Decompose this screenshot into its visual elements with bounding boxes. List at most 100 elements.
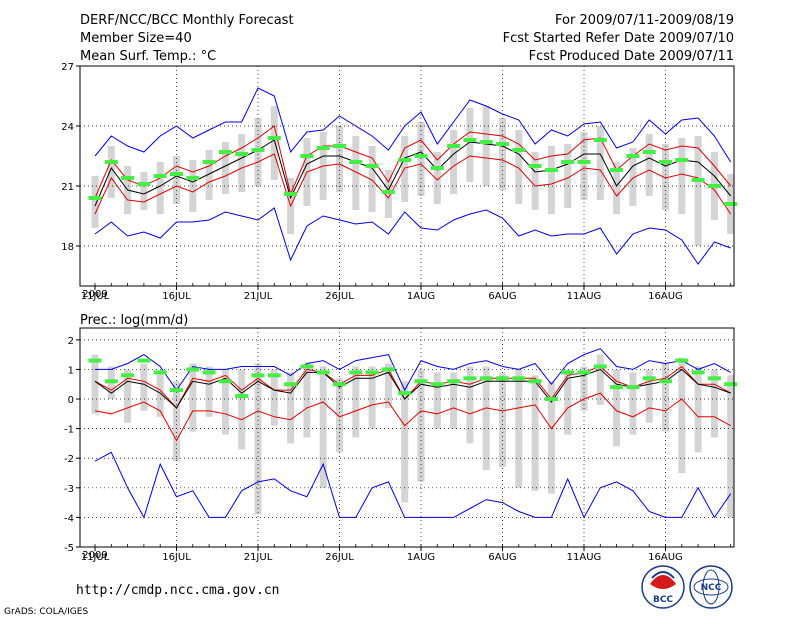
range-bar — [547, 381, 555, 494]
median-mark — [675, 158, 689, 162]
median-mark — [121, 176, 135, 180]
lower-spread-line — [94, 392, 731, 442]
median-mark — [512, 376, 526, 381]
median-mark — [235, 152, 249, 156]
median-mark — [170, 388, 183, 393]
bcc-logo: BCC — [641, 565, 685, 609]
range-bar — [368, 366, 376, 429]
median-mark — [593, 364, 607, 369]
range-bar — [433, 152, 441, 204]
median-mark — [691, 370, 705, 375]
median-mark — [479, 140, 493, 144]
median-mark — [610, 168, 624, 172]
mean-line — [94, 139, 732, 207]
median-mark — [659, 379, 672, 384]
ncc-logo-text: NCC — [701, 583, 722, 593]
y-tick-label: 24 — [61, 122, 74, 133]
median-mark — [544, 168, 558, 172]
median-mark — [170, 172, 183, 176]
x-tick-label: 11AUG — [567, 291, 602, 302]
range-bar — [287, 372, 295, 444]
range-bar — [515, 369, 523, 488]
range-bar — [140, 172, 148, 210]
median-mark — [675, 358, 689, 363]
range-bar — [173, 381, 180, 462]
median-mark — [202, 370, 216, 375]
upper-spread-line — [94, 365, 731, 409]
median-mark — [528, 379, 542, 384]
x-year-label: 2009 — [82, 289, 107, 300]
range-bar — [482, 106, 490, 186]
median-mark — [349, 370, 363, 375]
y-tick-label: 0 — [68, 395, 74, 406]
range-bar — [466, 108, 474, 182]
range-bar — [91, 354, 99, 414]
precipitation-panel: -5 -4 -3 -2 -1 0 1 2 11JUL 16JUL 21JUL 26JUL 1AUG 6AU… — [64, 327, 738, 563]
range-bar — [450, 130, 458, 194]
range-bar — [596, 354, 604, 405]
median-mark — [659, 160, 672, 164]
range-bar — [303, 363, 311, 438]
median-mark — [251, 373, 265, 378]
median-marks — [88, 358, 738, 402]
range-bar — [270, 369, 278, 426]
range-bar — [352, 136, 360, 210]
median-mark — [414, 154, 428, 158]
range-bar — [547, 146, 555, 214]
variable-label: Mean Surf. Temp.: °C — [80, 49, 216, 64]
range-bar — [221, 142, 229, 194]
range-bar — [221, 369, 229, 435]
median-mark — [137, 182, 151, 186]
median-mark — [88, 358, 102, 363]
min-line — [94, 207, 731, 265]
range-bar — [368, 146, 376, 212]
range-bar — [564, 144, 572, 208]
y-tick-label: -3 — [64, 484, 74, 495]
range-bar — [238, 369, 246, 450]
range-bar — [694, 136, 702, 246]
median-mark — [642, 376, 656, 381]
median-mark — [479, 376, 493, 381]
y-tick-label: -4 — [64, 513, 74, 524]
median-mark — [724, 202, 738, 206]
x-tick-label: 16JUL — [162, 552, 191, 563]
range-bar — [173, 156, 180, 204]
median-mark — [267, 136, 281, 140]
median-mark — [642, 150, 656, 154]
x-tick-label: 6AUG — [488, 552, 516, 563]
range-bar — [450, 372, 458, 429]
median-mark — [235, 394, 249, 399]
range-bar — [678, 357, 686, 474]
y-tick-label: 18 — [61, 242, 74, 253]
median-mark — [104, 160, 118, 164]
median-mark — [496, 142, 509, 146]
median-mark — [414, 379, 428, 384]
max-line — [94, 87, 732, 163]
median-mark — [88, 196, 102, 200]
temperature-panel: 18 21 24 27 11JUL 16JUL 21JUL 26JUL 1AUG 6AUG 11AU… — [61, 62, 738, 302]
produced-date-label: Fcst Produced Date 2009/07/11 — [529, 49, 734, 64]
x-tick-label: 26JUL — [325, 552, 354, 563]
range-bar — [254, 363, 262, 515]
x-tick-label: 21JUL — [244, 552, 273, 563]
range-bar — [156, 162, 164, 214]
median-mark — [381, 190, 395, 194]
range-bar — [466, 366, 474, 444]
median-mark — [333, 144, 346, 148]
median-mark — [316, 146, 330, 150]
range-bar — [352, 366, 360, 438]
median-mark — [300, 364, 314, 369]
y-tick-label: -1 — [64, 425, 74, 436]
median-mark — [137, 358, 151, 363]
upper-spread-line — [94, 125, 732, 199]
median-mark — [430, 382, 444, 387]
median-mark — [593, 138, 607, 142]
range-bar — [205, 366, 213, 417]
started-date-label: Fcst Started Refer Date 2009/07/10 — [503, 31, 734, 46]
median-mark — [186, 176, 200, 180]
range-bar — [515, 130, 523, 204]
x-tick-label: 16AUG — [648, 552, 683, 563]
range-bar — [319, 366, 327, 488]
y-tick-label: -5 — [64, 543, 74, 554]
